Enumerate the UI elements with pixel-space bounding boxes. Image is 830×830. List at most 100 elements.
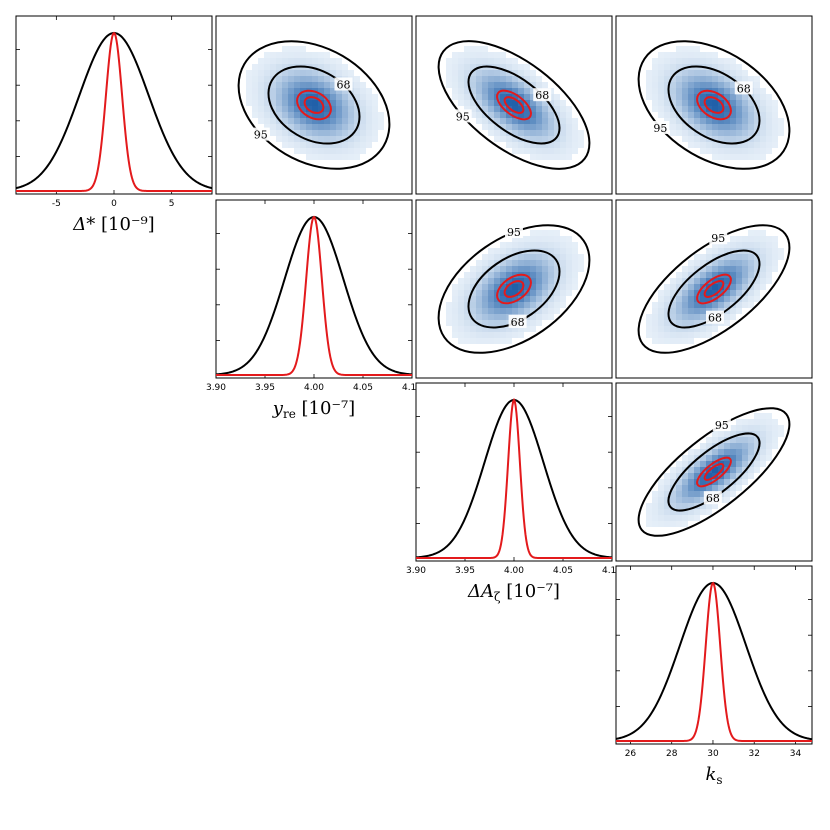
density-cell bbox=[652, 491, 658, 497]
density-cell bbox=[670, 503, 676, 509]
density-cell bbox=[670, 491, 676, 497]
density-cell bbox=[264, 70, 270, 76]
density-cell bbox=[494, 272, 500, 278]
density-cell bbox=[506, 136, 512, 142]
density-cell bbox=[348, 142, 354, 148]
density-cell bbox=[378, 124, 384, 130]
density-cell bbox=[318, 154, 324, 160]
density-cell bbox=[470, 106, 476, 112]
density-cell bbox=[730, 64, 736, 70]
density-cell bbox=[658, 94, 664, 100]
density-cell bbox=[476, 338, 482, 344]
density-cell bbox=[542, 314, 548, 320]
density-cell bbox=[518, 82, 524, 88]
density-cell bbox=[646, 503, 652, 509]
density-cell bbox=[712, 272, 718, 278]
density-cell bbox=[670, 76, 676, 82]
density-cell bbox=[348, 88, 354, 94]
density-cell bbox=[512, 266, 518, 272]
density-cell bbox=[718, 58, 724, 64]
density-cell bbox=[760, 236, 766, 242]
density-cell bbox=[482, 76, 488, 82]
density-cell bbox=[766, 278, 772, 284]
density-cell bbox=[554, 284, 560, 290]
density-cell bbox=[664, 308, 670, 314]
density-cell bbox=[536, 100, 542, 106]
density-cell bbox=[312, 106, 318, 112]
density-cell bbox=[694, 308, 700, 314]
density-cell bbox=[676, 314, 682, 320]
density-cell bbox=[688, 326, 694, 332]
density-cell bbox=[288, 46, 294, 52]
density-cell bbox=[676, 100, 682, 106]
density-cell bbox=[688, 278, 694, 284]
density-cell bbox=[300, 130, 306, 136]
density-cell bbox=[536, 266, 542, 272]
density-cell bbox=[754, 425, 760, 431]
density-cell bbox=[294, 124, 300, 130]
density-cell bbox=[754, 148, 760, 154]
density-cell bbox=[688, 497, 694, 503]
density-cell bbox=[712, 503, 718, 509]
density-cell bbox=[512, 260, 518, 266]
density-cell bbox=[476, 82, 482, 88]
density-cell bbox=[652, 314, 658, 320]
density-cell bbox=[724, 88, 730, 94]
density-cell bbox=[718, 431, 724, 437]
density-cell bbox=[694, 290, 700, 296]
density-cell bbox=[766, 142, 772, 148]
density-cell bbox=[670, 284, 676, 290]
density-cell bbox=[458, 290, 464, 296]
density-cell bbox=[730, 58, 736, 64]
density-cell bbox=[676, 118, 682, 124]
density-cell bbox=[282, 82, 288, 88]
density-cell bbox=[700, 485, 706, 491]
density-cell bbox=[524, 308, 530, 314]
density-cell bbox=[458, 94, 464, 100]
density-cell bbox=[700, 302, 706, 308]
density-cell bbox=[530, 112, 536, 118]
density-cell bbox=[372, 106, 378, 112]
density-cell bbox=[736, 461, 742, 467]
density-cell bbox=[312, 52, 318, 58]
density-cell bbox=[658, 58, 664, 64]
density-cell bbox=[754, 443, 760, 449]
density-cell bbox=[694, 509, 700, 515]
density-cell bbox=[452, 302, 458, 308]
density-cell bbox=[700, 308, 706, 314]
density-cell bbox=[360, 124, 366, 130]
density-cell bbox=[530, 148, 536, 154]
density-cell bbox=[518, 308, 524, 314]
density-cell bbox=[700, 290, 706, 296]
density-cell bbox=[464, 296, 470, 302]
density-cell bbox=[366, 142, 372, 148]
density-cell bbox=[772, 443, 778, 449]
density-cell bbox=[688, 467, 694, 473]
density-cell bbox=[494, 284, 500, 290]
axis-label-delta_star: Δ* [10⁻⁹] bbox=[72, 214, 154, 235]
density-cell bbox=[494, 70, 500, 76]
density-cell bbox=[506, 278, 512, 284]
density-cell bbox=[458, 332, 464, 338]
contour-95-broad bbox=[437, 40, 591, 170]
density-cell bbox=[730, 260, 736, 266]
density-cell bbox=[294, 106, 300, 112]
density-cell bbox=[736, 308, 742, 314]
density-cell bbox=[542, 242, 548, 248]
density-cell bbox=[518, 130, 524, 136]
density-cell bbox=[566, 248, 572, 254]
density-cell bbox=[742, 443, 748, 449]
density-cell bbox=[718, 443, 724, 449]
density-cell bbox=[476, 88, 482, 94]
density-cell bbox=[458, 58, 464, 64]
density-cell bbox=[766, 248, 772, 254]
density-cell bbox=[658, 296, 664, 302]
density-cell bbox=[294, 88, 300, 94]
density-cell bbox=[536, 236, 542, 242]
density-cell bbox=[348, 70, 354, 76]
density-cell bbox=[760, 242, 766, 248]
density-cell bbox=[658, 52, 664, 58]
density-cell bbox=[664, 112, 670, 118]
density-cell bbox=[276, 58, 282, 64]
density-cell bbox=[482, 320, 488, 326]
